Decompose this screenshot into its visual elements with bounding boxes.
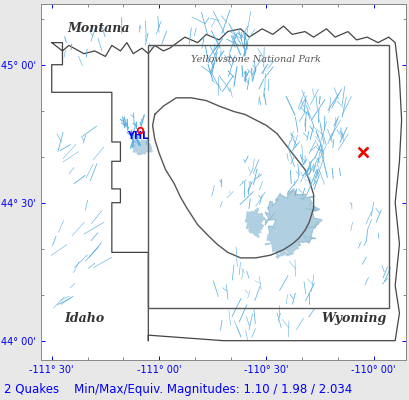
Text: YHL: YHL	[127, 132, 148, 142]
Text: Montana: Montana	[67, 22, 130, 35]
Text: 2 Quakes    Min/Max/Equiv. Magnitudes: 1.10 / 1.98 / 2.034: 2 Quakes Min/Max/Equiv. Magnitudes: 1.10…	[4, 383, 351, 396]
Text: Idaho: Idaho	[64, 312, 104, 325]
Bar	[148, 45, 388, 308]
Polygon shape	[264, 224, 299, 258]
Polygon shape	[265, 189, 321, 249]
Text: Yellowstone National Park: Yellowstone National Park	[190, 55, 320, 64]
Text: Wyoming: Wyoming	[321, 312, 386, 325]
Polygon shape	[132, 140, 152, 155]
Polygon shape	[245, 208, 267, 238]
